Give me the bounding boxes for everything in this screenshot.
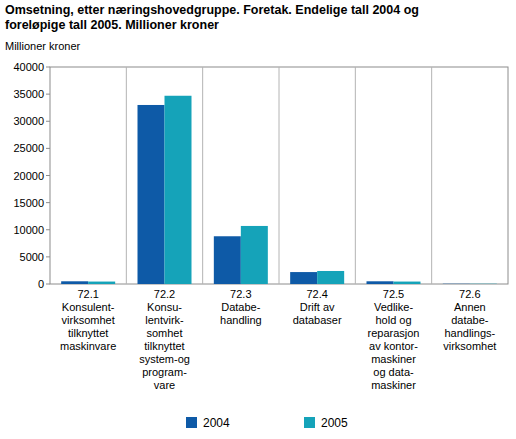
title-line: foreløpige tall 2005. Millioner kroner: [5, 18, 219, 32]
bar: [61, 281, 88, 284]
y-tick-label: 15000: [13, 197, 44, 209]
x-tick-label-line: Drift av: [300, 301, 335, 313]
x-tick-label-line: reparasjon: [368, 327, 420, 339]
x-tick-label-line: Konsu-: [147, 301, 182, 313]
y-tick-label: 5000: [20, 251, 44, 263]
x-tick-label-line: av kontor-: [369, 340, 418, 352]
bar: [88, 282, 115, 284]
x-tick-label-line: 72.1: [77, 288, 98, 300]
category-separator: [202, 67, 203, 284]
category-separator: [355, 67, 356, 284]
x-tick-label-line: databe-: [451, 314, 489, 326]
x-tick-label-line: 72.3: [230, 288, 251, 300]
x-tick-label-line: tilknyttet: [144, 340, 184, 352]
legend-label: 2004: [203, 416, 230, 430]
x-tick-label: 72.2Konsu-lentvirk-somhettilknyttetsyste…: [139, 288, 190, 391]
bar: [367, 281, 394, 284]
y-tick-label: 0: [38, 278, 44, 290]
x-tick-label-line: virksomhet: [443, 340, 496, 352]
y-tick: [46, 202, 50, 203]
category-separator: [126, 67, 127, 284]
legend-swatch: [304, 417, 315, 428]
category-separator: [431, 67, 432, 284]
bar: [165, 96, 192, 284]
x-tick-label-line: handling: [220, 314, 262, 326]
y-tick: [46, 284, 50, 285]
x-tick-label-line: program-: [142, 366, 187, 378]
x-tick-label-line: somhet: [146, 327, 182, 339]
x-tick-label: 72.3Databe-handling: [220, 288, 262, 326]
x-tick-label-line: 72.6: [459, 288, 480, 300]
y-tick-label: 20000: [13, 170, 44, 182]
title-line: Omsetning, etter næringshovedgruppe. For…: [5, 3, 419, 17]
y-axis-label: Millioner kroner: [5, 40, 81, 52]
bar: [470, 283, 497, 284]
x-tick-label-line: 72.4: [306, 288, 327, 300]
x-tick-label-line: system-og: [139, 353, 190, 365]
y-tick: [46, 256, 50, 257]
chart: Omsetning, etter næringshovedgruppe. For…: [0, 0, 516, 439]
x-tick-label-line: Vedlike-: [374, 301, 413, 313]
x-tick-label-line: 72.5: [383, 288, 404, 300]
x-tick-label-line: databaser: [293, 314, 342, 326]
x-tick-label-line: vare: [154, 379, 175, 391]
x-tick-label: 72.4Drift avdatabaser: [293, 288, 342, 326]
y-tick-label: 40000: [13, 61, 44, 73]
x-tick-label-line: Annen: [454, 301, 486, 313]
bar: [394, 282, 421, 284]
y-tick: [46, 67, 50, 68]
x-tick-label: 72.6Annendatabe-handlings-virksomhet: [443, 288, 496, 352]
x-tick-label-line: maskinvare: [60, 340, 116, 352]
plot-frame: [50, 67, 508, 284]
x-tick-label-line: Databe-: [221, 301, 260, 313]
x-tick-label-line: 72.2: [154, 288, 175, 300]
x-tick-label: 72.5Vedlike-hold ogreparasjonav kontor-m…: [368, 288, 420, 391]
y-tick: [46, 148, 50, 149]
bar: [241, 226, 268, 284]
bar: [290, 272, 317, 284]
y-tick-label: 25000: [13, 142, 44, 154]
x-tick-label-line: lentvirk-: [145, 314, 184, 326]
x-tick-label-line: Konsulent-: [62, 301, 115, 313]
legend-label: 2005: [321, 416, 348, 430]
legend-swatch: [186, 417, 197, 428]
bar: [443, 283, 470, 284]
x-tick-label-line: maskiner: [371, 379, 416, 391]
x-tick-label-line: og data-: [373, 366, 414, 378]
title: Omsetning, etter næringshovedgruppe. For…: [5, 3, 419, 32]
y-tick: [46, 229, 50, 230]
y-tick-label: 35000: [13, 88, 44, 100]
x-tick-label: 72.1Konsulent-virksomhettilknyttetmaskin…: [60, 288, 116, 352]
x-tick-label-line: tilknyttet: [68, 327, 108, 339]
x-tick-label-line: handlings-: [444, 327, 495, 339]
y-tick: [46, 121, 50, 122]
bar: [317, 271, 344, 284]
y-tick-label: 10000: [13, 224, 44, 236]
bar: [138, 105, 165, 284]
x-tick-label-line: virksomhet: [62, 314, 115, 326]
x-tick-label-line: maskiner: [371, 353, 416, 365]
bar: [214, 236, 241, 284]
x-tick-label-line: hold og: [375, 314, 411, 326]
y-tick: [46, 175, 50, 176]
y-tick-label: 30000: [13, 115, 44, 127]
bars: [61, 96, 497, 284]
category-separator: [279, 67, 280, 284]
y-tick: [46, 94, 50, 95]
